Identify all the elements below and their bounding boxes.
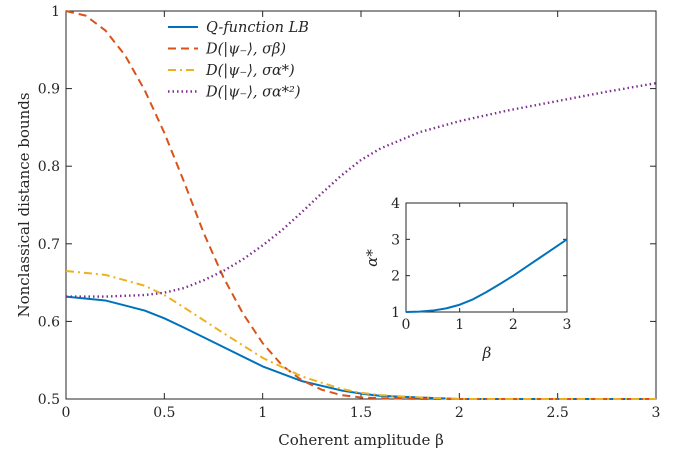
main-y-tick-label: 0.8 — [38, 159, 60, 175]
inset-x-tick-label: 1 — [455, 317, 464, 333]
main-y-tick-label: 0.6 — [38, 314, 60, 330]
inset-y-tick-label: 2 — [391, 269, 400, 285]
main-x-tick-label: 1 — [258, 405, 267, 421]
legend-label-3: D(|ψ₋⟩, σα*²) — [205, 85, 300, 101]
main-y-tick-label: 0.7 — [38, 237, 60, 253]
inset-x-axis-title: β — [482, 344, 492, 362]
inset-plot-frame — [405, 202, 568, 313]
legend-label-2: D(|ψ₋⟩, σα*) — [205, 63, 295, 79]
y-axis-title: Nonclassical distance bounds — [15, 92, 33, 317]
inset-series — [405, 238, 568, 313]
inset-y-tick-label: 4 — [391, 196, 400, 212]
main-x-tick-label: 2.5 — [547, 405, 569, 421]
inset-x-tick-label: 0 — [402, 317, 411, 333]
inset-y-axis-title: α* — [363, 249, 381, 267]
main-x-tick-label: 0 — [62, 405, 71, 421]
x-axis-title: Coherent amplitude β — [278, 431, 444, 449]
main-y-tick-label: 0.5 — [38, 392, 60, 408]
legend-label-1: D(|ψ₋⟩, σβ) — [205, 42, 286, 58]
inset-x-tick-label: 3 — [563, 317, 572, 333]
main-x-tick-label: 3 — [652, 405, 661, 421]
inset-y-tick-label: 3 — [391, 232, 400, 248]
main-plot-area: 0 0.5 1 1.5 2 2.5 30.50.60.70.80.91 — [38, 4, 661, 421]
main-y-tick-label: 0.9 — [38, 82, 60, 98]
main-series-line-2 — [65, 269, 656, 400]
inset-y-tick-label: 1 — [391, 305, 400, 321]
main-x-tick-label: 1.5 — [350, 405, 372, 421]
inset-x-tick-label: 2 — [509, 317, 518, 333]
main-x-tick-label: 0.5 — [153, 405, 175, 421]
main-x-tick-label: 2 — [455, 405, 464, 421]
legend: Q-function LB D(|ψ₋⟩, σβ) D(|ψ₋⟩, σα*) D(|ψ… — [168, 20, 309, 101]
main-y-tick-label: 1 — [51, 4, 60, 20]
main-series — [65, 10, 657, 400]
main-series-line-1 — [65, 10, 656, 400]
inset-series-line-0 — [405, 238, 568, 313]
legend-label-0: Q-function LB — [206, 20, 309, 36]
